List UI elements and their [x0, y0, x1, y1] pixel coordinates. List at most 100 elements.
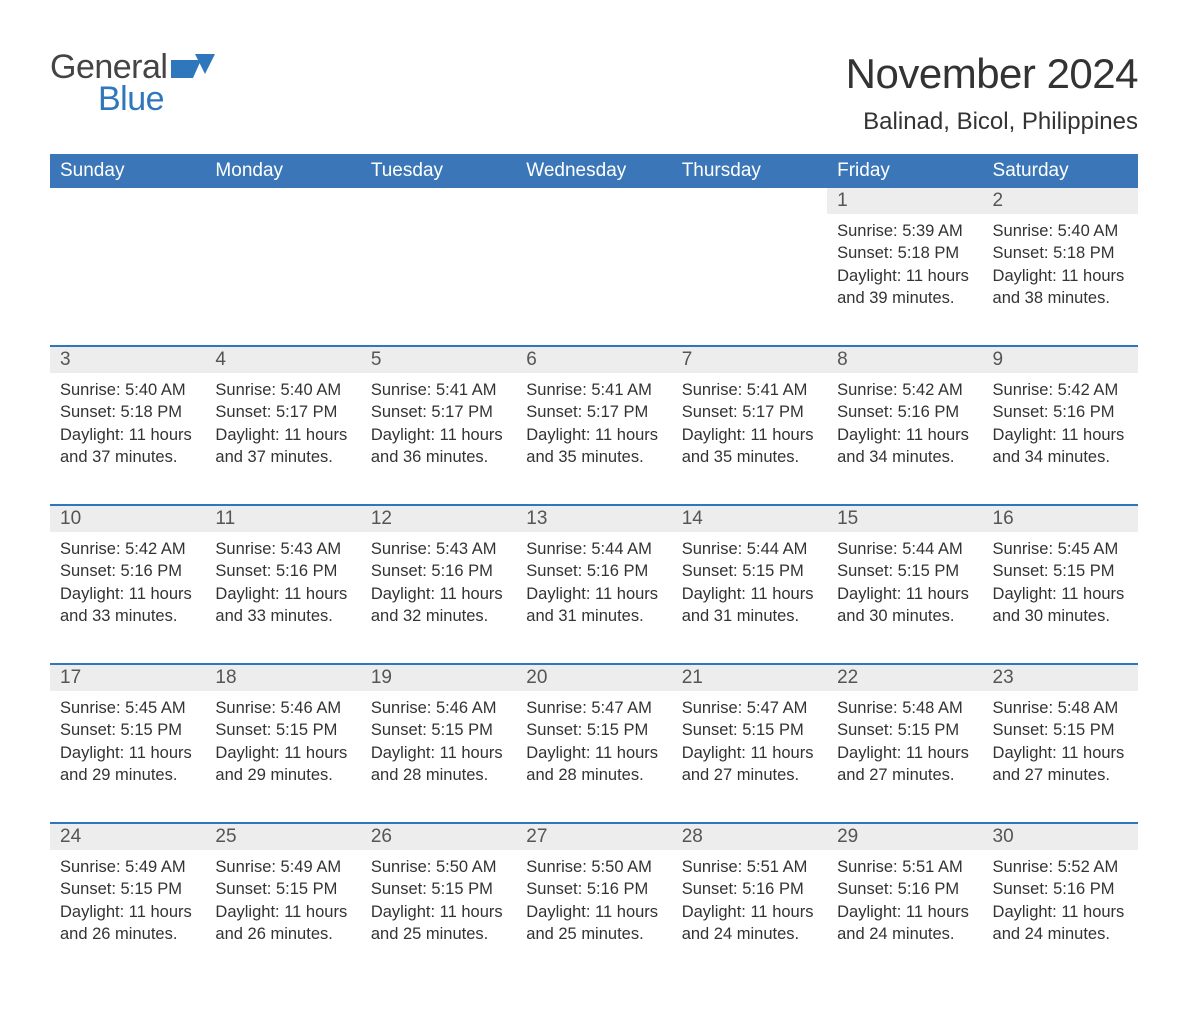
sunrise-line: Sunrise: 5:39 AM [837, 220, 972, 242]
daylight-line: Daylight: 11 hours and 25 minutes. [371, 901, 506, 946]
col-monday: Monday [205, 154, 360, 188]
daylight-line: Daylight: 11 hours and 37 minutes. [60, 424, 195, 469]
day-number: 3 [50, 346, 205, 373]
sunset-line: Sunset: 5:15 PM [682, 560, 817, 582]
col-wednesday: Wednesday [516, 154, 671, 188]
sunrise-line: Sunrise: 5:40 AM [215, 379, 350, 401]
day-details: Sunrise: 5:47 AMSunset: 5:15 PMDaylight:… [672, 691, 827, 823]
daylight-line: Daylight: 11 hours and 26 minutes. [215, 901, 350, 946]
daylight-line: Daylight: 11 hours and 27 minutes. [682, 742, 817, 787]
sunset-line: Sunset: 5:15 PM [993, 560, 1128, 582]
day-details: Sunrise: 5:45 AMSunset: 5:15 PMDaylight:… [50, 691, 205, 823]
day-number: 30 [983, 823, 1138, 850]
sunset-line: Sunset: 5:15 PM [682, 719, 817, 741]
day-body-row: Sunrise: 5:49 AMSunset: 5:15 PMDaylight:… [50, 850, 1138, 982]
empty-cell [361, 188, 516, 214]
sunrise-line: Sunrise: 5:44 AM [526, 538, 661, 560]
sunrise-line: Sunrise: 5:48 AM [993, 697, 1128, 719]
day-details: Sunrise: 5:47 AMSunset: 5:15 PMDaylight:… [516, 691, 671, 823]
daylight-line: Daylight: 11 hours and 31 minutes. [682, 583, 817, 628]
sunset-line: Sunset: 5:15 PM [837, 719, 972, 741]
daynum-row: 24252627282930 [50, 823, 1138, 850]
day-details: Sunrise: 5:52 AMSunset: 5:16 PMDaylight:… [983, 850, 1138, 982]
day-number: 20 [516, 664, 671, 691]
daylight-line: Daylight: 11 hours and 24 minutes. [682, 901, 817, 946]
sunset-line: Sunset: 5:15 PM [60, 719, 195, 741]
col-sunday: Sunday [50, 154, 205, 188]
day-details: Sunrise: 5:44 AMSunset: 5:15 PMDaylight:… [827, 532, 982, 664]
sunrise-line: Sunrise: 5:47 AM [526, 697, 661, 719]
day-details: Sunrise: 5:46 AMSunset: 5:15 PMDaylight:… [361, 691, 516, 823]
sunrise-line: Sunrise: 5:50 AM [526, 856, 661, 878]
daylight-line: Daylight: 11 hours and 33 minutes. [60, 583, 195, 628]
sunrise-line: Sunrise: 5:50 AM [371, 856, 506, 878]
sunset-line: Sunset: 5:16 PM [215, 560, 350, 582]
day-number: 24 [50, 823, 205, 850]
sunset-line: Sunset: 5:18 PM [837, 242, 972, 264]
empty-cell [361, 214, 516, 346]
day-details: Sunrise: 5:42 AMSunset: 5:16 PMDaylight:… [983, 373, 1138, 505]
daylight-line: Daylight: 11 hours and 38 minutes. [993, 265, 1128, 310]
day-details: Sunrise: 5:51 AMSunset: 5:16 PMDaylight:… [827, 850, 982, 982]
empty-cell [205, 214, 360, 346]
day-details: Sunrise: 5:48 AMSunset: 5:15 PMDaylight:… [983, 691, 1138, 823]
sunset-line: Sunset: 5:16 PM [371, 560, 506, 582]
logo-word-general: General [50, 50, 167, 84]
day-details: Sunrise: 5:43 AMSunset: 5:16 PMDaylight:… [205, 532, 360, 664]
daylight-line: Daylight: 11 hours and 37 minutes. [215, 424, 350, 469]
empty-cell [516, 188, 671, 214]
day-number: 8 [827, 346, 982, 373]
day-details: Sunrise: 5:44 AMSunset: 5:16 PMDaylight:… [516, 532, 671, 664]
sunset-line: Sunset: 5:16 PM [993, 878, 1128, 900]
day-number: 11 [205, 505, 360, 532]
sunrise-line: Sunrise: 5:43 AM [371, 538, 506, 560]
sunset-line: Sunset: 5:17 PM [526, 401, 661, 423]
sunset-line: Sunset: 5:18 PM [60, 401, 195, 423]
day-details: Sunrise: 5:49 AMSunset: 5:15 PMDaylight:… [205, 850, 360, 982]
daylight-line: Daylight: 11 hours and 36 minutes. [371, 424, 506, 469]
day-number: 2 [983, 188, 1138, 214]
day-number: 21 [672, 664, 827, 691]
sunrise-line: Sunrise: 5:44 AM [682, 538, 817, 560]
daylight-line: Daylight: 11 hours and 26 minutes. [60, 901, 195, 946]
daylight-line: Daylight: 11 hours and 27 minutes. [837, 742, 972, 787]
day-details: Sunrise: 5:50 AMSunset: 5:15 PMDaylight:… [361, 850, 516, 982]
sunrise-line: Sunrise: 5:42 AM [993, 379, 1128, 401]
empty-cell [50, 214, 205, 346]
sunrise-line: Sunrise: 5:40 AM [993, 220, 1128, 242]
sunrise-line: Sunrise: 5:41 AM [526, 379, 661, 401]
day-body-row: Sunrise: 5:40 AMSunset: 5:18 PMDaylight:… [50, 373, 1138, 505]
day-number: 18 [205, 664, 360, 691]
day-number: 28 [672, 823, 827, 850]
sunrise-line: Sunrise: 5:49 AM [60, 856, 195, 878]
day-number: 19 [361, 664, 516, 691]
sunset-line: Sunset: 5:16 PM [526, 560, 661, 582]
sunrise-line: Sunrise: 5:40 AM [60, 379, 195, 401]
month-title: November 2024 [846, 50, 1138, 98]
sunrise-line: Sunrise: 5:41 AM [682, 379, 817, 401]
sunset-line: Sunset: 5:17 PM [371, 401, 506, 423]
sunset-line: Sunset: 5:15 PM [526, 719, 661, 741]
sunrise-line: Sunrise: 5:52 AM [993, 856, 1128, 878]
daynum-row: 10111213141516 [50, 505, 1138, 532]
col-friday: Friday [827, 154, 982, 188]
sunset-line: Sunset: 5:15 PM [215, 878, 350, 900]
day-details: Sunrise: 5:43 AMSunset: 5:16 PMDaylight:… [361, 532, 516, 664]
sunrise-line: Sunrise: 5:42 AM [60, 538, 195, 560]
day-body-row: Sunrise: 5:45 AMSunset: 5:15 PMDaylight:… [50, 691, 1138, 823]
sunset-line: Sunset: 5:17 PM [215, 401, 350, 423]
day-details: Sunrise: 5:41 AMSunset: 5:17 PMDaylight:… [516, 373, 671, 505]
sunset-line: Sunset: 5:16 PM [682, 878, 817, 900]
day-number: 23 [983, 664, 1138, 691]
empty-cell [672, 188, 827, 214]
day-details: Sunrise: 5:48 AMSunset: 5:15 PMDaylight:… [827, 691, 982, 823]
day-details: Sunrise: 5:41 AMSunset: 5:17 PMDaylight:… [361, 373, 516, 505]
daylight-line: Daylight: 11 hours and 30 minutes. [837, 583, 972, 628]
daylight-line: Daylight: 11 hours and 35 minutes. [526, 424, 661, 469]
daylight-line: Daylight: 11 hours and 34 minutes. [993, 424, 1128, 469]
day-details: Sunrise: 5:50 AMSunset: 5:16 PMDaylight:… [516, 850, 671, 982]
sunset-line: Sunset: 5:18 PM [993, 242, 1128, 264]
weekday-header-row: Sunday Monday Tuesday Wednesday Thursday… [50, 154, 1138, 188]
day-details: Sunrise: 5:46 AMSunset: 5:15 PMDaylight:… [205, 691, 360, 823]
sunrise-line: Sunrise: 5:48 AM [837, 697, 972, 719]
